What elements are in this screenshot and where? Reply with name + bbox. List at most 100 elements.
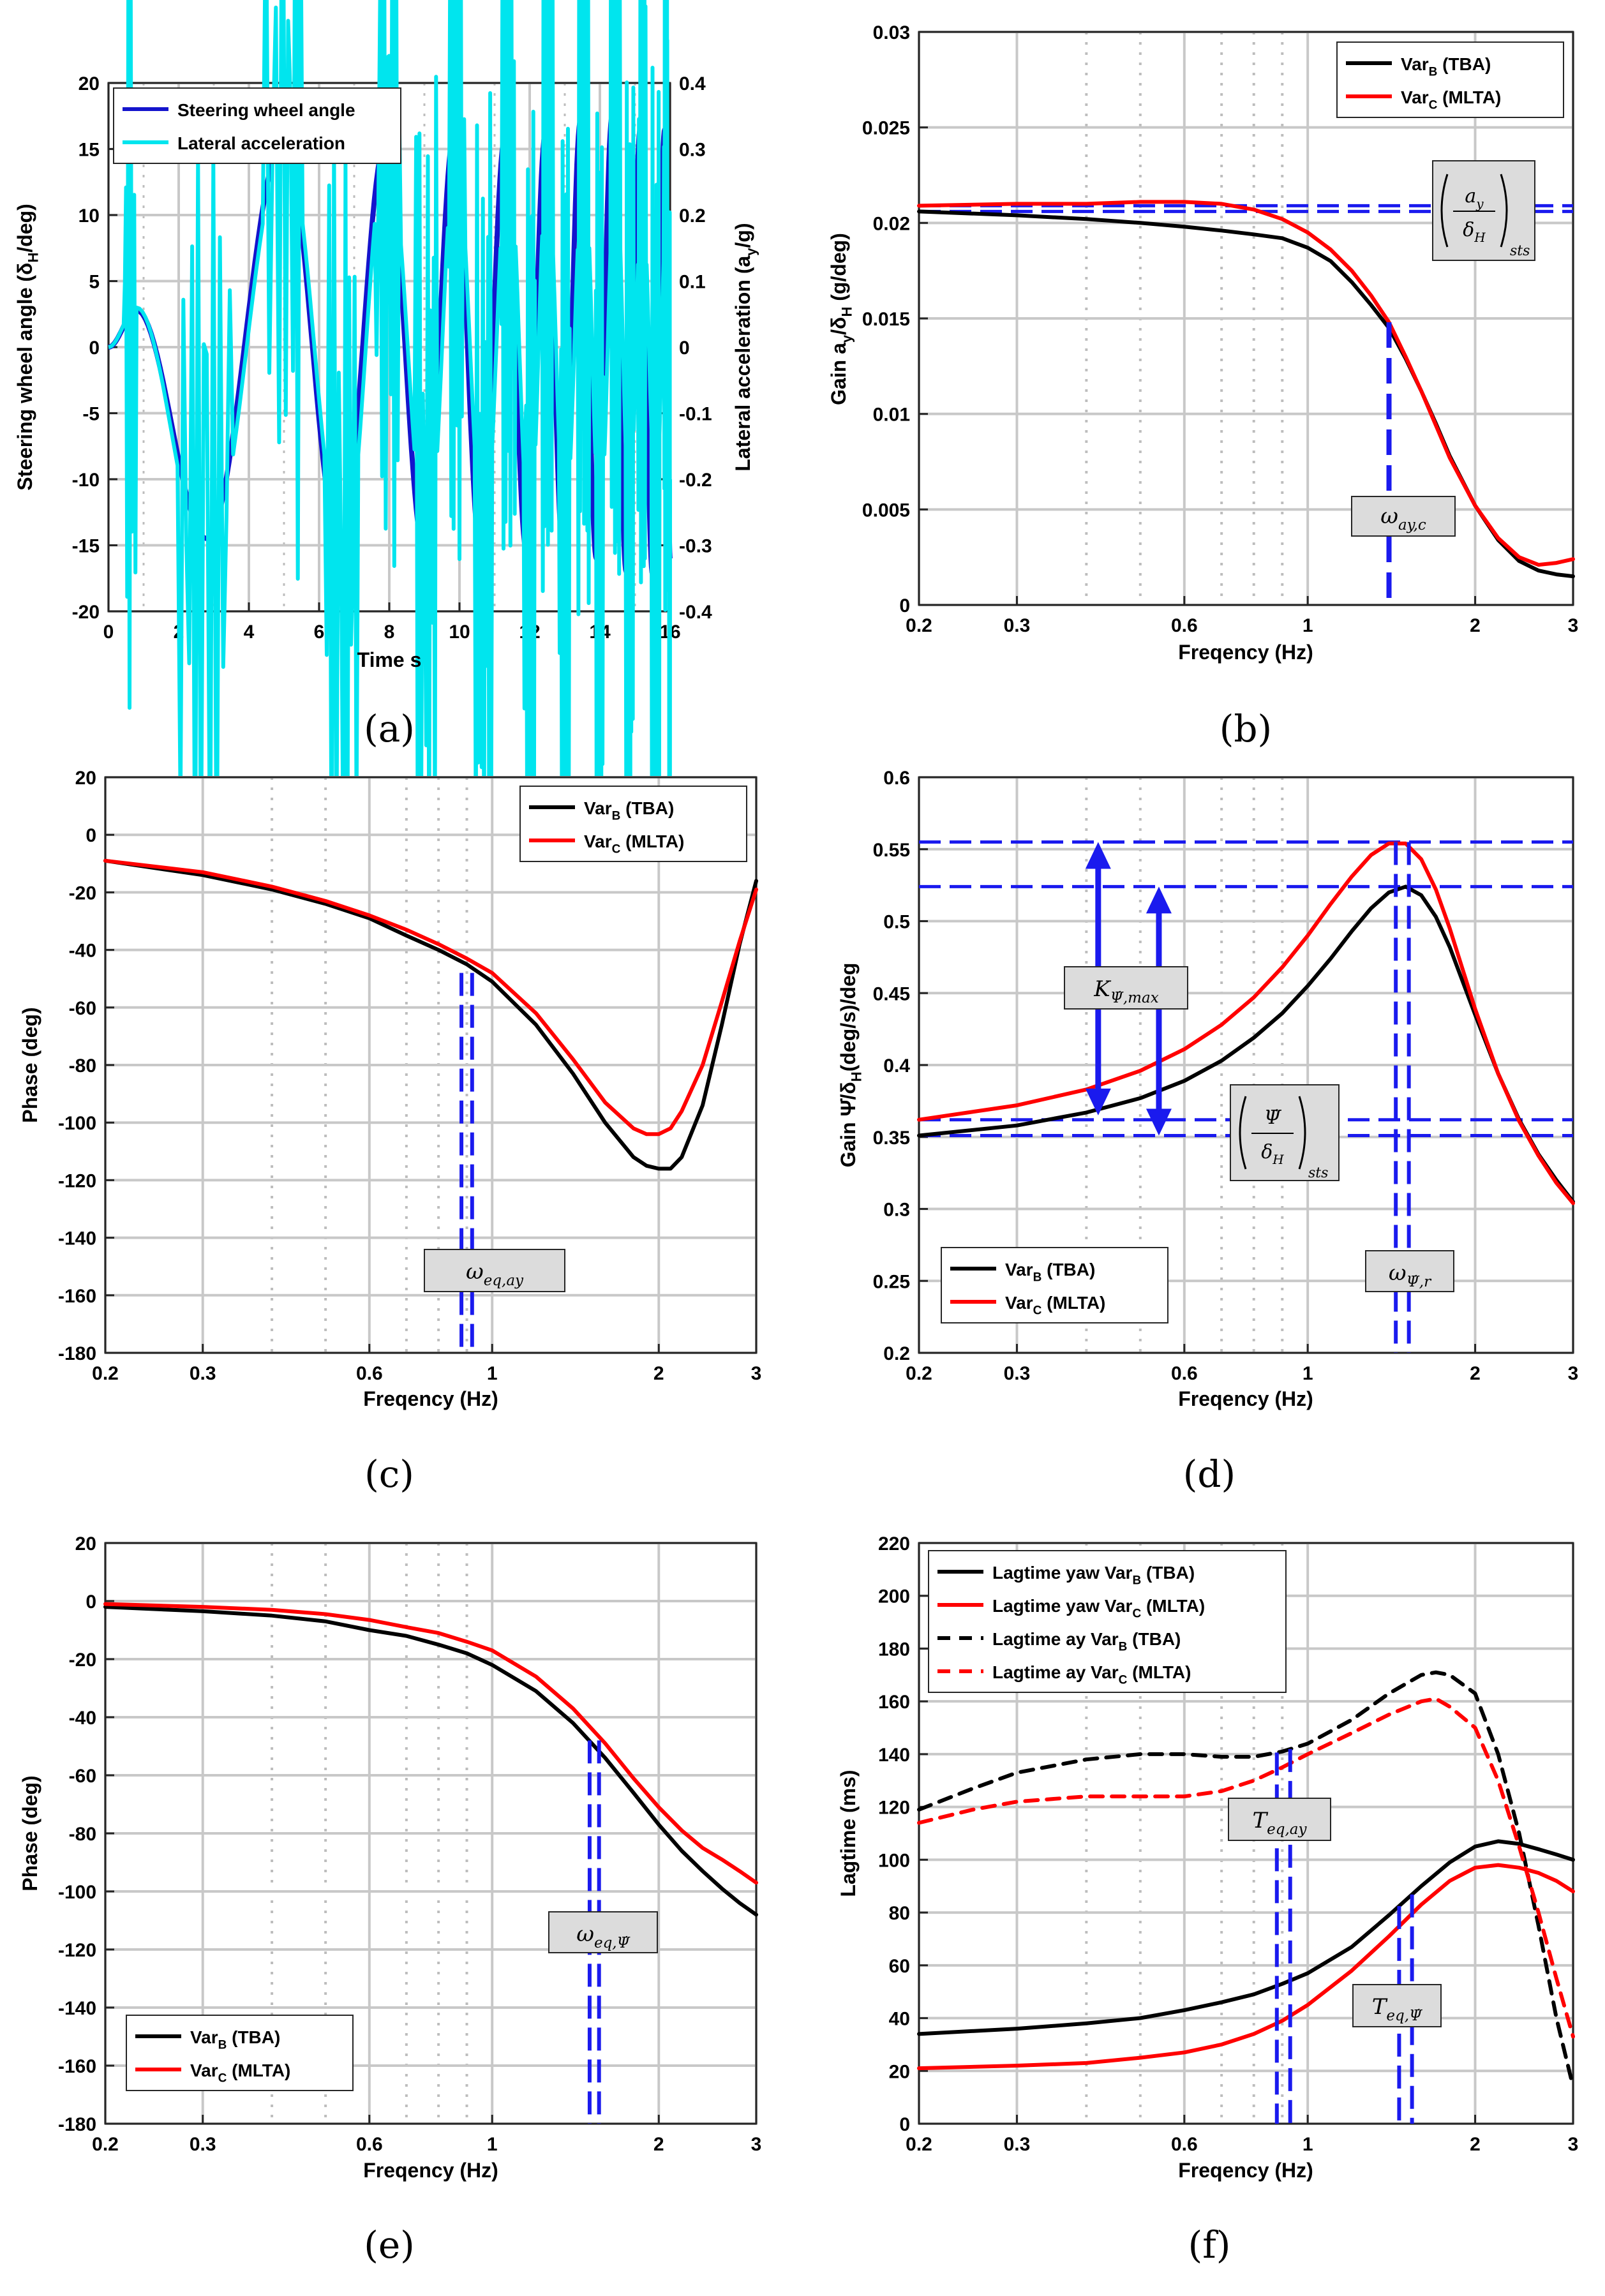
- annotation-denominator: δH: [1463, 219, 1486, 245]
- x-tick-label: 0.2: [92, 1363, 119, 1384]
- text-part: (TBA): [1127, 1629, 1181, 1649]
- x-tick-label: 0.3: [1004, 2134, 1031, 2155]
- y2-tick-label: -0.2: [679, 470, 712, 491]
- y-tick-label: 0.6: [883, 768, 910, 789]
- x-tick-label: 0.3: [190, 2134, 216, 2155]
- text-part: Var: [1401, 87, 1429, 107]
- y-tick-label: 0.55: [873, 840, 910, 861]
- text-part: (MLTA): [1437, 87, 1501, 107]
- legend-label: Steering wheel angle: [177, 100, 355, 120]
- legend-label: Lagtime ay VarC (MLTA): [992, 1662, 1191, 1687]
- series-line: [917, 200, 1575, 567]
- x-tick-label: 1: [487, 1363, 498, 1384]
- y-tick-label: 0: [86, 1592, 96, 1613]
- y-tick-label: 0.3: [883, 1200, 910, 1221]
- y-tick-label: 15: [78, 140, 100, 161]
- text-part: (MLTA): [227, 2061, 290, 2080]
- text-part: Var: [1005, 1293, 1033, 1313]
- y-tick-label: -80: [69, 1824, 96, 1845]
- text-part: Ψ̇,max: [1110, 990, 1159, 1006]
- legend-label: Lateral acceleration: [177, 133, 345, 153]
- x-tick-label: 1: [1303, 1363, 1313, 1384]
- y-axis-label: Phase (deg): [19, 1007, 41, 1122]
- annotation-omega: ωay,c: [1380, 503, 1426, 533]
- text-part: C: [612, 842, 621, 856]
- text-part: Lagtime ay Var: [992, 1629, 1119, 1649]
- x-tick-label: 0.2: [92, 2134, 119, 2155]
- y-axis-label: Gain Ψ̇/δH(deg/s)/deg: [837, 963, 865, 1168]
- x-tick-label: 2: [653, 2134, 664, 2155]
- y2-tick-label: 0: [679, 338, 690, 359]
- text-part: C: [1429, 98, 1438, 112]
- y-tick-label: 0.005: [862, 500, 910, 521]
- legend-a: Steering wheel angle Lateral acceleration: [113, 87, 401, 164]
- series-line: [103, 858, 758, 1171]
- y-tick-label: 0: [899, 595, 910, 616]
- x-tick-label: 3: [1568, 1363, 1579, 1384]
- text-part: (MLTA): [1141, 1596, 1205, 1616]
- y-tick-label: -180: [58, 2114, 96, 2135]
- text-part: ω: [576, 1921, 594, 1947]
- y-axis-label: Phase (deg): [19, 1775, 41, 1891]
- annotation-t-yaw: Teq,Ψ̇: [1372, 1994, 1422, 2024]
- y-tick-label: 80: [889, 1903, 910, 1924]
- legend-label: Lagtime yaw VarC (MLTA): [992, 1596, 1205, 1620]
- arrow-head: [1146, 1108, 1172, 1136]
- series-line: [917, 1839, 1575, 2036]
- text-part: /δ: [827, 317, 850, 335]
- x-tick-label: 2: [653, 1363, 664, 1384]
- paren-left: [1239, 1096, 1247, 1170]
- legend-label: Lagtime yaw VarB (TBA): [992, 1563, 1195, 1587]
- series-line: [917, 1863, 1575, 2071]
- text-part: H: [1474, 230, 1486, 245]
- text-part: (MLTA): [620, 831, 684, 851]
- text-part: Gain a: [827, 343, 850, 405]
- y-tick-label: -5: [82, 404, 100, 425]
- text-part: Steering wheel angle (δ: [13, 263, 36, 491]
- annotation-denominator: δH: [1261, 1141, 1284, 1167]
- text-part: y: [1475, 196, 1484, 211]
- y-tick-label: -10: [72, 470, 100, 491]
- series-line: [103, 858, 758, 1137]
- legend-label: VarC (MLTA): [1005, 1293, 1105, 1317]
- x-tick-label: 0: [103, 622, 114, 643]
- text-part: Lagtime yaw Var: [992, 1596, 1133, 1616]
- text-part: Steering wheel angle: [177, 100, 355, 120]
- text-part: Lagtime ay Var: [992, 1662, 1119, 1682]
- legend-label: VarB (TBA): [584, 798, 674, 823]
- x-tick-label: 2: [1470, 1363, 1481, 1384]
- text-part: H: [839, 307, 855, 317]
- text-part: B: [612, 809, 621, 823]
- text-part: /deg): [13, 204, 36, 252]
- legend-label: VarB (TBA): [1401, 54, 1491, 78]
- y-axis-label: Gain ay/δH (g/deg): [827, 233, 855, 405]
- legend-box: [1336, 41, 1564, 118]
- text-part: C: [1132, 1607, 1141, 1620]
- text-part: B: [1132, 1574, 1141, 1587]
- paren-left: [1440, 174, 1449, 248]
- legend-box: [928, 1550, 1287, 1693]
- text-part: eq,ay: [1267, 1821, 1307, 1838]
- y-tick-label: 60: [889, 1956, 910, 1977]
- legend-label: VarB (TBA): [1005, 1260, 1095, 1284]
- text-part: H: [26, 253, 41, 263]
- annotation-numerator: ay: [1465, 185, 1484, 211]
- x-tick-label: 4: [244, 622, 255, 643]
- text-part: a: [1465, 185, 1476, 207]
- x-tick-label: 8: [384, 622, 395, 643]
- annotation-box: [1064, 966, 1188, 1010]
- text-part: C: [1119, 1673, 1128, 1687]
- y-tick-label: -120: [58, 1940, 96, 1961]
- y-tick-label: 140: [878, 1745, 910, 1766]
- panel-label: (d): [1183, 1452, 1235, 1496]
- y-tick-label: -180: [58, 1343, 96, 1364]
- x-axis-label: Freqency (Hz): [363, 1387, 498, 1410]
- text-part: (deg/s)/deg: [837, 963, 860, 1072]
- annotation-k: KΨ̇,max: [1093, 976, 1158, 1006]
- x-tick-label: 0.6: [356, 1363, 383, 1384]
- text-part: (TBA): [620, 798, 674, 818]
- y-tick-label: -20: [69, 1650, 96, 1671]
- x-tick-label: 6: [314, 622, 325, 643]
- x-tick-label: 3: [751, 2134, 762, 2155]
- series-line: [917, 841, 1575, 1205]
